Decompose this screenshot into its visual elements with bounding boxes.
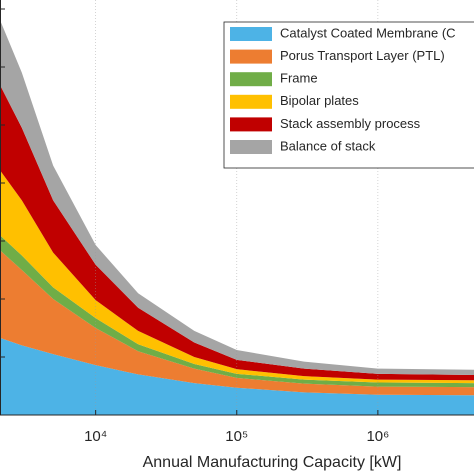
area bbox=[0, 250, 474, 396]
legend-swatch bbox=[230, 140, 272, 154]
legend-label: Porus Transport Layer (PTL) bbox=[280, 48, 445, 63]
legend-label: Catalyst Coated Membrane (C bbox=[280, 25, 456, 40]
x-tick-label: 10⁶ bbox=[366, 428, 389, 445]
area bbox=[0, 20, 474, 375]
area bbox=[0, 84, 474, 381]
legend-swatch bbox=[230, 94, 272, 109]
legend-swatch bbox=[230, 117, 272, 132]
x-tick-label: 10⁴ bbox=[84, 428, 107, 445]
area bbox=[0, 337, 474, 415]
legend-swatch bbox=[230, 27, 272, 41]
legend-swatch bbox=[230, 72, 272, 87]
legend-label: Bipolar plates bbox=[280, 93, 359, 108]
x-axis-label: Annual Manufacturing Capacity [kW] bbox=[143, 454, 402, 471]
legend-label: Balance of stack bbox=[280, 138, 376, 153]
legend-label: Frame bbox=[280, 71, 318, 86]
area bbox=[0, 170, 474, 384]
legend: Catalyst Coated Membrane (C Porus Transpo… bbox=[223, 21, 474, 169]
legend-label: Stack assembly process bbox=[280, 116, 421, 131]
legend-swatch bbox=[230, 49, 272, 64]
x-tick-label: 10⁵ bbox=[225, 428, 248, 445]
